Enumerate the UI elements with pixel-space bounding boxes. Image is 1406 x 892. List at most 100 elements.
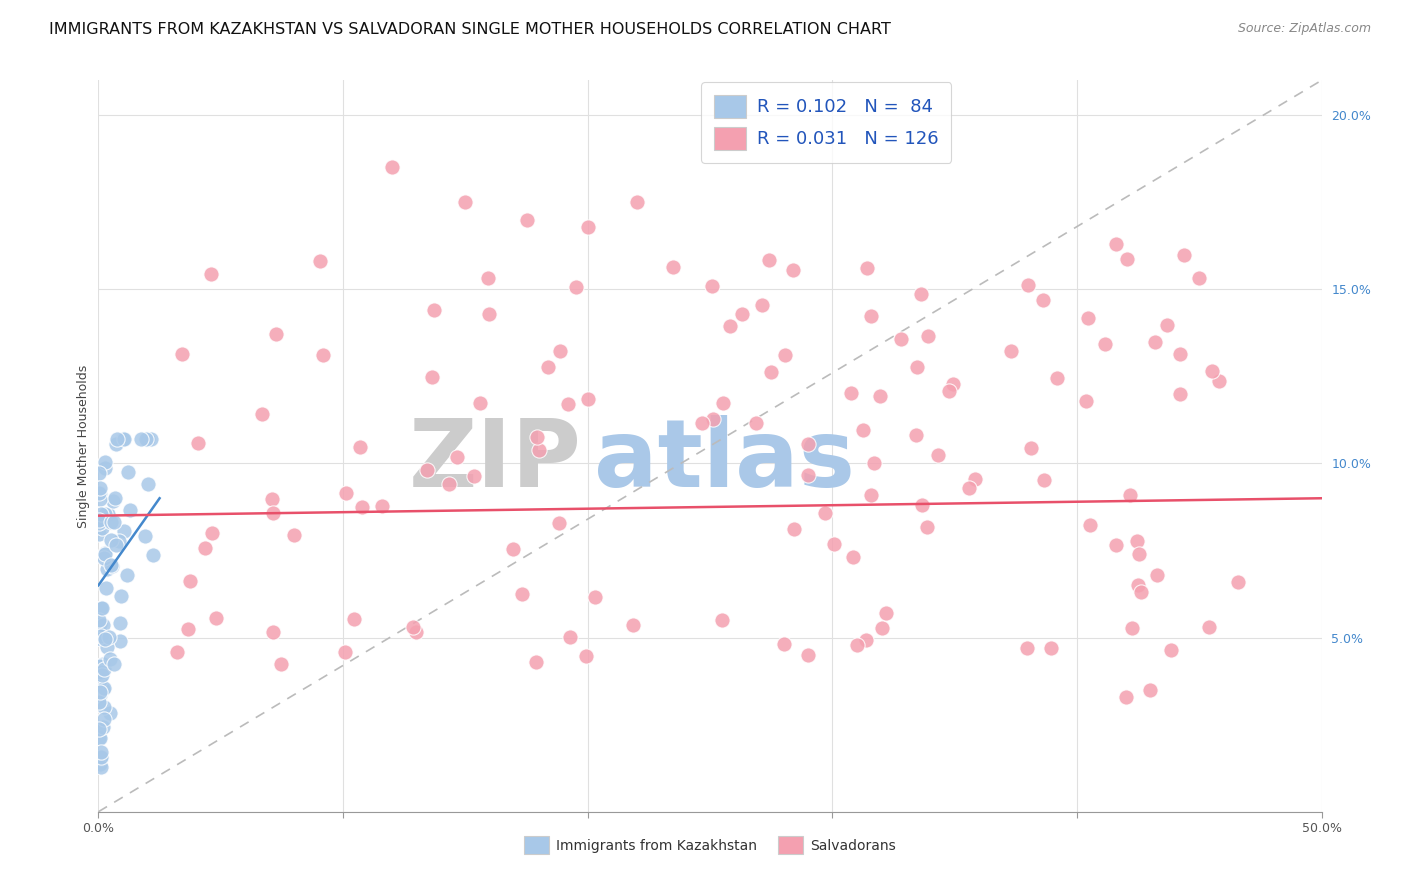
Point <box>1168 346 1191 360</box>
Point <box>1160 642 1182 657</box>
Point <box>690 417 713 431</box>
Point <box>1094 337 1116 351</box>
Point <box>1017 641 1039 656</box>
Point <box>662 260 685 274</box>
Point <box>1198 620 1220 634</box>
Point <box>194 541 217 556</box>
Point <box>772 637 794 651</box>
Point <box>89 481 111 495</box>
Point <box>90 521 112 535</box>
Point <box>89 617 111 632</box>
Point <box>93 618 115 632</box>
Point <box>120 503 142 517</box>
Point <box>262 624 284 639</box>
Point <box>139 432 162 446</box>
Point <box>751 298 773 312</box>
Point <box>115 568 138 582</box>
Point <box>402 620 425 634</box>
Point <box>94 632 117 646</box>
Point <box>1032 293 1054 308</box>
Point <box>548 344 571 359</box>
Point <box>89 685 111 699</box>
Point <box>90 629 112 643</box>
Point <box>957 481 980 495</box>
Point <box>91 720 114 734</box>
Point <box>439 477 461 491</box>
Point <box>575 648 598 663</box>
Point <box>890 332 912 346</box>
Point <box>910 287 932 301</box>
Point <box>557 397 579 411</box>
Point <box>463 468 485 483</box>
Point <box>110 615 132 630</box>
Point <box>813 506 835 520</box>
Point <box>855 632 877 647</box>
Point <box>89 491 111 506</box>
Point <box>311 349 333 363</box>
Point <box>93 681 115 695</box>
Point <box>420 369 443 384</box>
Point <box>1168 387 1191 401</box>
Point <box>405 625 427 640</box>
Point <box>98 652 121 666</box>
Point <box>117 466 139 480</box>
Point <box>262 506 284 520</box>
Point <box>96 640 118 654</box>
Point <box>855 260 877 275</box>
Point <box>105 538 128 552</box>
Point <box>260 491 283 506</box>
Point <box>758 253 780 268</box>
Point <box>108 533 131 548</box>
Point <box>110 590 132 604</box>
Point <box>1000 343 1022 358</box>
Text: Source: ZipAtlas.com: Source: ZipAtlas.com <box>1237 22 1371 36</box>
Point <box>938 384 960 399</box>
Text: IMMIGRANTS FROM KAZAKHSTAN VS SALVADORAN SINGLE MOTHER HOUSEHOLDS CORRELATION CH: IMMIGRANTS FROM KAZAKHSTAN VS SALVADORAN… <box>49 22 891 37</box>
Point <box>90 632 112 647</box>
Point <box>911 498 934 512</box>
Point <box>89 658 111 673</box>
Point <box>112 432 135 446</box>
Point <box>547 516 569 531</box>
Point <box>1126 578 1149 592</box>
Point <box>100 515 122 529</box>
Point <box>91 657 114 671</box>
Point <box>138 476 160 491</box>
Point <box>91 682 114 697</box>
Point <box>1143 334 1166 349</box>
Point <box>1173 248 1195 262</box>
Point <box>93 551 115 566</box>
Point <box>87 723 110 737</box>
Point <box>1208 374 1230 388</box>
Point <box>94 508 117 522</box>
Point <box>308 254 330 268</box>
Point <box>352 500 374 515</box>
Point <box>135 432 157 446</box>
Point <box>89 630 111 644</box>
Point <box>333 645 356 659</box>
Point <box>423 302 446 317</box>
Point <box>134 529 156 543</box>
Point <box>112 524 135 538</box>
Point <box>860 488 883 502</box>
Point <box>711 396 734 410</box>
Point <box>87 527 110 541</box>
Point <box>783 522 806 536</box>
Point <box>1188 271 1211 285</box>
Point <box>965 472 987 486</box>
Point <box>87 516 110 531</box>
Point <box>89 695 111 709</box>
Point <box>870 622 893 636</box>
Point <box>797 648 820 662</box>
Point <box>89 731 111 745</box>
Point <box>187 436 209 450</box>
Point <box>927 448 949 462</box>
Point <box>381 161 404 175</box>
Point <box>759 365 782 379</box>
Point <box>1128 547 1150 561</box>
Point <box>416 463 439 477</box>
Point <box>90 665 112 680</box>
Point <box>1105 538 1128 552</box>
Point <box>89 673 111 688</box>
Point <box>90 750 112 764</box>
